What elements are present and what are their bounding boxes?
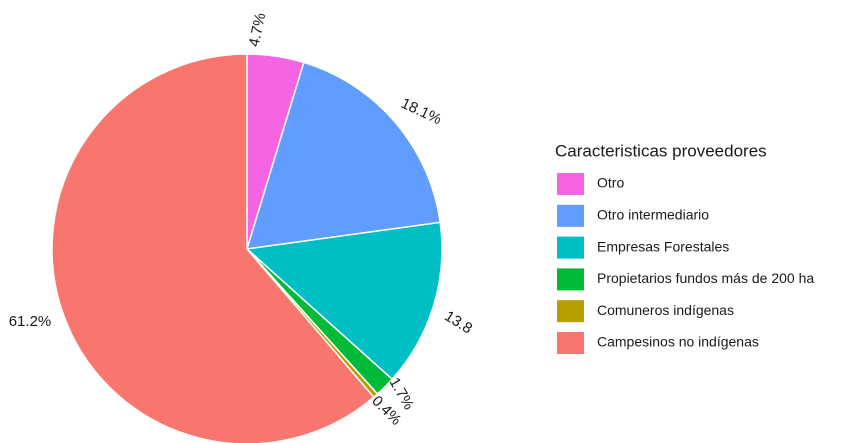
legend-label: Otro intermediario (597, 207, 709, 223)
legend-key (557, 332, 584, 354)
data-label: 13.8 (441, 308, 475, 338)
pie-slice (245, 61, 442, 250)
data-label: 61.2% (9, 313, 52, 330)
legend-label: Campesinos no indígenas (597, 334, 759, 350)
pie-slice (51, 53, 375, 443)
legend-label: Comuneros indígenas (597, 302, 734, 318)
data-label: 18.1% (398, 95, 444, 128)
legend-key (557, 268, 584, 291)
legend-key (557, 173, 584, 195)
legend-key (557, 236, 584, 259)
legend-key (557, 204, 584, 227)
legend-label: Propietarios fundos más de 200 ha (597, 270, 814, 286)
legend-title: Caracteristicas proveedores (555, 141, 767, 160)
legend-label: Empresas Forestales (597, 238, 729, 254)
pie-slice (245, 221, 443, 381)
legend-key (557, 300, 584, 323)
data-label: 4.7% (246, 11, 270, 48)
legend-label: Otro (597, 175, 624, 191)
